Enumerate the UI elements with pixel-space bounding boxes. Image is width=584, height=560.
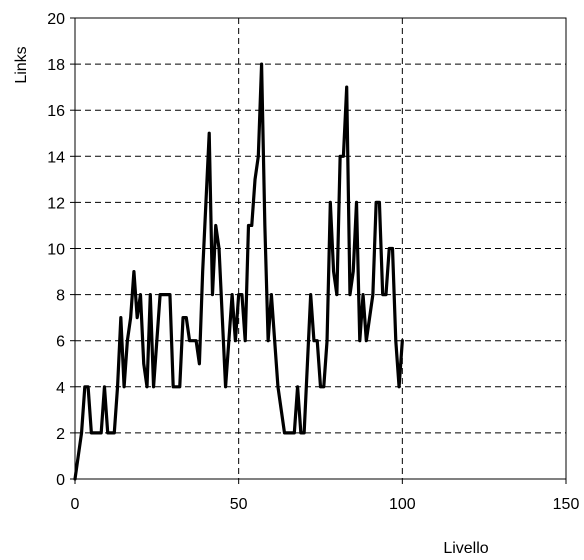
y-tick-labels: 0 2 4 6 8 10 12 14 16 18 20 bbox=[47, 11, 65, 489]
series-line bbox=[73, 62, 404, 481]
y-tick-label: 2 bbox=[56, 426, 65, 443]
y-tick-label: 14 bbox=[47, 149, 65, 166]
x-tick-label: 100 bbox=[389, 496, 416, 513]
y-tick-label: 0 bbox=[56, 472, 65, 489]
x-tick-label: 50 bbox=[230, 496, 248, 513]
axis-ticks bbox=[70, 17, 567, 484]
x-axis-title: Livello bbox=[443, 540, 488, 557]
y-tick-label: 20 bbox=[47, 11, 65, 28]
y-tick-label: 8 bbox=[56, 288, 65, 305]
y-tick-label: 16 bbox=[47, 103, 65, 120]
x-tick-label: 150 bbox=[553, 496, 580, 513]
y-tick-label: 4 bbox=[56, 380, 65, 397]
x-tick-label: 0 bbox=[71, 496, 80, 513]
y-tick-label: 6 bbox=[56, 334, 65, 351]
y-tick-label: 18 bbox=[47, 57, 65, 74]
x-tick-labels: 0 50 100 150 bbox=[71, 496, 580, 513]
y-tick-label: 12 bbox=[47, 195, 65, 212]
y-tick-label: 10 bbox=[47, 242, 65, 259]
y-axis-title: Links bbox=[13, 46, 30, 83]
